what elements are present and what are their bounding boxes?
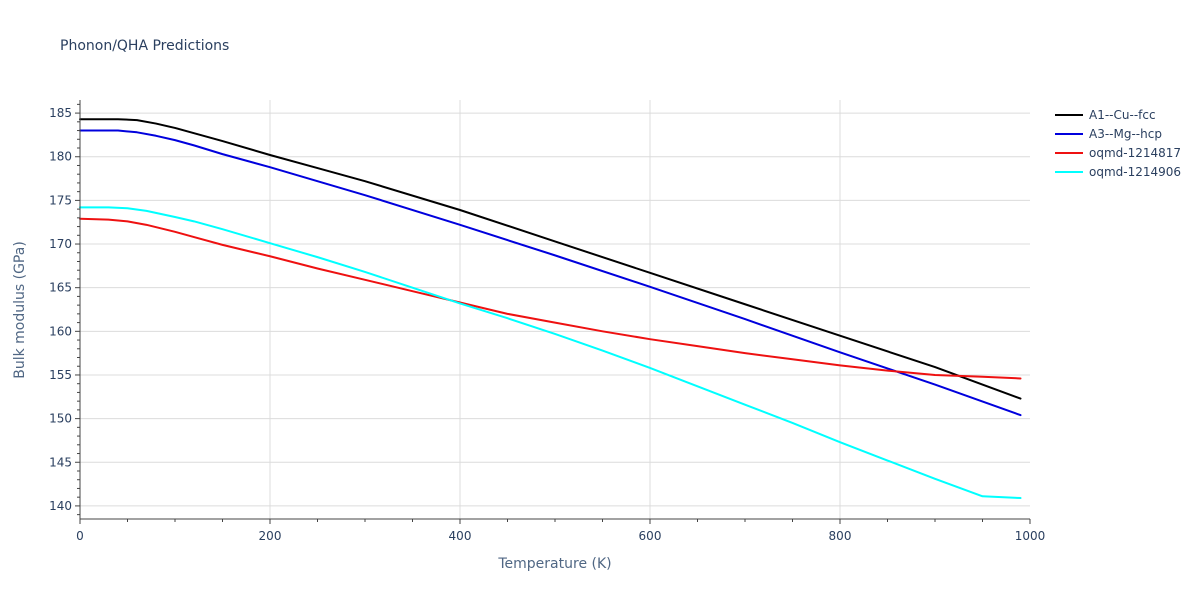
y-axis-title: Bulk modulus (GPa) (12, 241, 28, 379)
legend-label: A1--Cu--fcc (1089, 108, 1156, 122)
x-tick-label: 0 (76, 529, 84, 543)
y-tick-label: 160 (49, 324, 72, 338)
y-tick-label: 170 (49, 237, 72, 251)
x-tick-label: 600 (639, 529, 662, 543)
series-line-a3-mg-hcp (79, 129, 1022, 417)
x-tick-label: 800 (829, 529, 852, 543)
legend-label: oqmd-1214906 (1089, 165, 1181, 179)
y-tick-label: 140 (49, 499, 72, 513)
y-tick-label: 150 (49, 412, 72, 426)
y-tick-label: 155 (49, 368, 72, 382)
y-tick-label: 175 (49, 193, 72, 207)
legend-label: A3--Mg--hcp (1089, 127, 1162, 141)
x-tick-label: 400 (449, 529, 472, 543)
series-line-oqmd-1214906 (79, 206, 1022, 500)
chart-title: Phonon/QHA Predictions (60, 38, 229, 54)
grid-layer (80, 100, 1030, 519)
x-tick-label: 200 (259, 529, 282, 543)
series-layer (79, 118, 1022, 500)
y-tick-label: 145 (49, 455, 72, 469)
axis-layer: 140 145 150 155 160 165 170 175 180 185 0 200 400 600… (49, 100, 1045, 543)
y-tick-label: 185 (49, 106, 72, 120)
y-tick-label: 165 (49, 281, 72, 295)
legend-label: oqmd-1214817 (1089, 146, 1181, 160)
legend: A1--Cu--fcc A3--Mg--hcp oqmd-1214817 oqmd-1… (1055, 108, 1181, 179)
series-line-oqmd-1214817 (79, 217, 1022, 380)
x-axis-title: Temperature (K) (497, 556, 611, 572)
x-tick-label: 1000 (1015, 529, 1046, 543)
series-line-a1-cu-fcc (79, 118, 1022, 400)
y-tick-label: 180 (49, 150, 72, 164)
